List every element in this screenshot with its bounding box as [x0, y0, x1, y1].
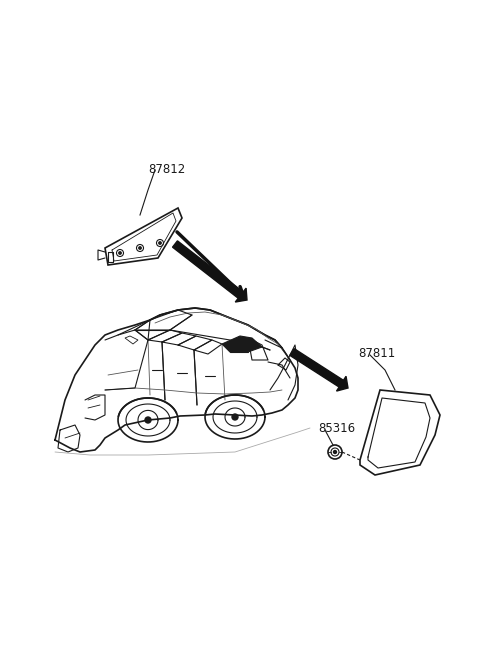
Polygon shape — [235, 288, 247, 302]
Text: 87811: 87811 — [358, 347, 395, 360]
Circle shape — [139, 247, 141, 249]
Polygon shape — [105, 208, 182, 265]
Text: 87812: 87812 — [148, 163, 185, 176]
Circle shape — [159, 242, 161, 244]
Polygon shape — [290, 348, 343, 387]
Circle shape — [119, 252, 121, 254]
Polygon shape — [172, 241, 243, 298]
Polygon shape — [222, 336, 262, 352]
Text: 85316: 85316 — [318, 422, 355, 435]
Circle shape — [232, 414, 238, 420]
Circle shape — [334, 451, 336, 453]
Polygon shape — [360, 390, 440, 475]
Polygon shape — [125, 336, 138, 344]
Polygon shape — [336, 377, 348, 391]
Circle shape — [145, 417, 151, 423]
